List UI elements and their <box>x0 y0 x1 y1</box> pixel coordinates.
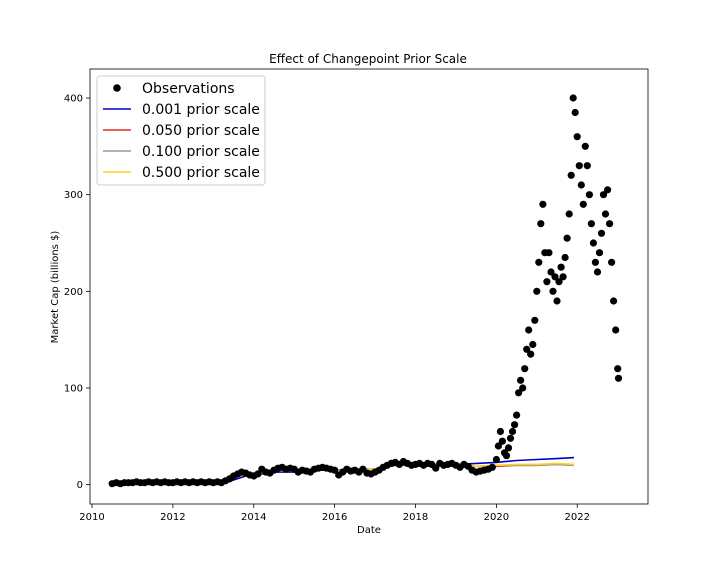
observation-point <box>589 239 598 247</box>
observation-point <box>521 365 529 373</box>
legend-label: 0.050 prior scale <box>142 123 260 139</box>
x-tick-label: 2022 <box>565 512 590 523</box>
observation-point <box>494 442 502 450</box>
y-tick-label: 0 <box>77 480 83 491</box>
x-axis-label: Date <box>357 525 381 536</box>
observation-point <box>601 210 610 218</box>
observation-point <box>581 142 589 150</box>
observation-point <box>593 268 602 276</box>
observation-point <box>553 297 561 305</box>
legend: Observations 0.001 prior scale 0.050 prior… <box>96 75 266 186</box>
observation-point <box>585 191 594 199</box>
y-axis: 0 100 200 300 400 <box>64 94 90 491</box>
observation-point <box>506 434 515 442</box>
observation-point <box>331 466 339 474</box>
observation-point <box>549 287 557 295</box>
observation-point <box>531 316 539 324</box>
y-tick-label: 400 <box>64 94 83 105</box>
observation-point <box>577 181 585 189</box>
observation-point <box>492 455 500 464</box>
observation-point <box>510 421 519 429</box>
chart-title: Effect of Changepoint Prior Scale <box>269 52 467 66</box>
observation-point <box>569 94 577 102</box>
legend-frame <box>96 75 266 186</box>
observation-point <box>563 234 571 242</box>
observation-point <box>543 278 551 286</box>
plot-frame <box>89 68 649 505</box>
observation-point <box>551 273 559 281</box>
observation-point <box>612 326 620 334</box>
observation-point <box>561 253 569 262</box>
x-tick-label: 2010 <box>79 512 104 523</box>
observation-point <box>591 258 600 266</box>
y-tick-label: 200 <box>64 287 83 298</box>
observation-point <box>535 258 543 266</box>
observation-point <box>523 345 531 353</box>
observation-point <box>614 365 622 373</box>
observation-point <box>504 444 513 452</box>
observation-point <box>595 249 604 257</box>
x-tick-label: 2012 <box>160 512 185 523</box>
observation-point <box>513 411 521 419</box>
legend-marker <box>113 84 121 92</box>
observation-point <box>565 210 573 218</box>
observation-point <box>583 162 591 170</box>
observation-point <box>608 258 616 266</box>
observation-point <box>488 463 496 471</box>
x-tick-label: 2020 <box>484 512 509 523</box>
observation-point <box>502 452 511 460</box>
observation-point <box>527 350 535 358</box>
y-tick-label: 300 <box>64 190 83 201</box>
x-tick-label: 2018 <box>403 512 428 523</box>
observation-point <box>547 268 555 276</box>
observation-point <box>597 229 606 237</box>
legend-label: 0.001 prior scale <box>142 102 260 118</box>
observation-point <box>529 340 537 349</box>
observation-point <box>525 326 533 334</box>
observation-point <box>539 200 547 208</box>
observation-point <box>606 220 614 228</box>
observation-point <box>496 427 504 436</box>
observation-point <box>571 108 579 117</box>
observation-point <box>555 278 563 286</box>
legend-label: 0.100 prior scale <box>142 144 260 160</box>
observation-point <box>545 249 553 257</box>
observation-point <box>432 464 440 472</box>
observation-point <box>557 263 565 271</box>
observation-point <box>610 297 618 305</box>
observation-point <box>575 162 583 170</box>
observation-point <box>515 389 523 397</box>
x-tick-label: 2014 <box>241 512 266 523</box>
observation-point <box>519 384 527 392</box>
plot-area <box>89 68 649 505</box>
observation-point <box>508 427 517 436</box>
observation-point <box>533 287 541 295</box>
observation-point <box>614 374 623 382</box>
x-tick-label: 2016 <box>322 512 347 523</box>
observation-points <box>108 94 623 488</box>
x-axis: 2010 2012 2014 2016 2018 2020 2022 <box>79 504 590 523</box>
observation-point <box>537 220 545 228</box>
observation-point <box>587 220 596 228</box>
observation-point <box>573 133 581 141</box>
observation-point <box>517 376 525 384</box>
observation-point <box>567 171 575 179</box>
legend-label: Observations <box>142 81 235 97</box>
observation-point <box>579 200 587 208</box>
y-tick-label: 100 <box>64 384 83 395</box>
observation-point <box>498 437 506 445</box>
observation-point <box>604 186 612 194</box>
observation-point <box>559 273 567 281</box>
y-axis-label: Market Cap (billions $) <box>50 231 61 344</box>
observation-point <box>254 470 262 478</box>
observation-point <box>599 191 608 199</box>
legend-label: 0.500 prior scale <box>142 165 260 181</box>
